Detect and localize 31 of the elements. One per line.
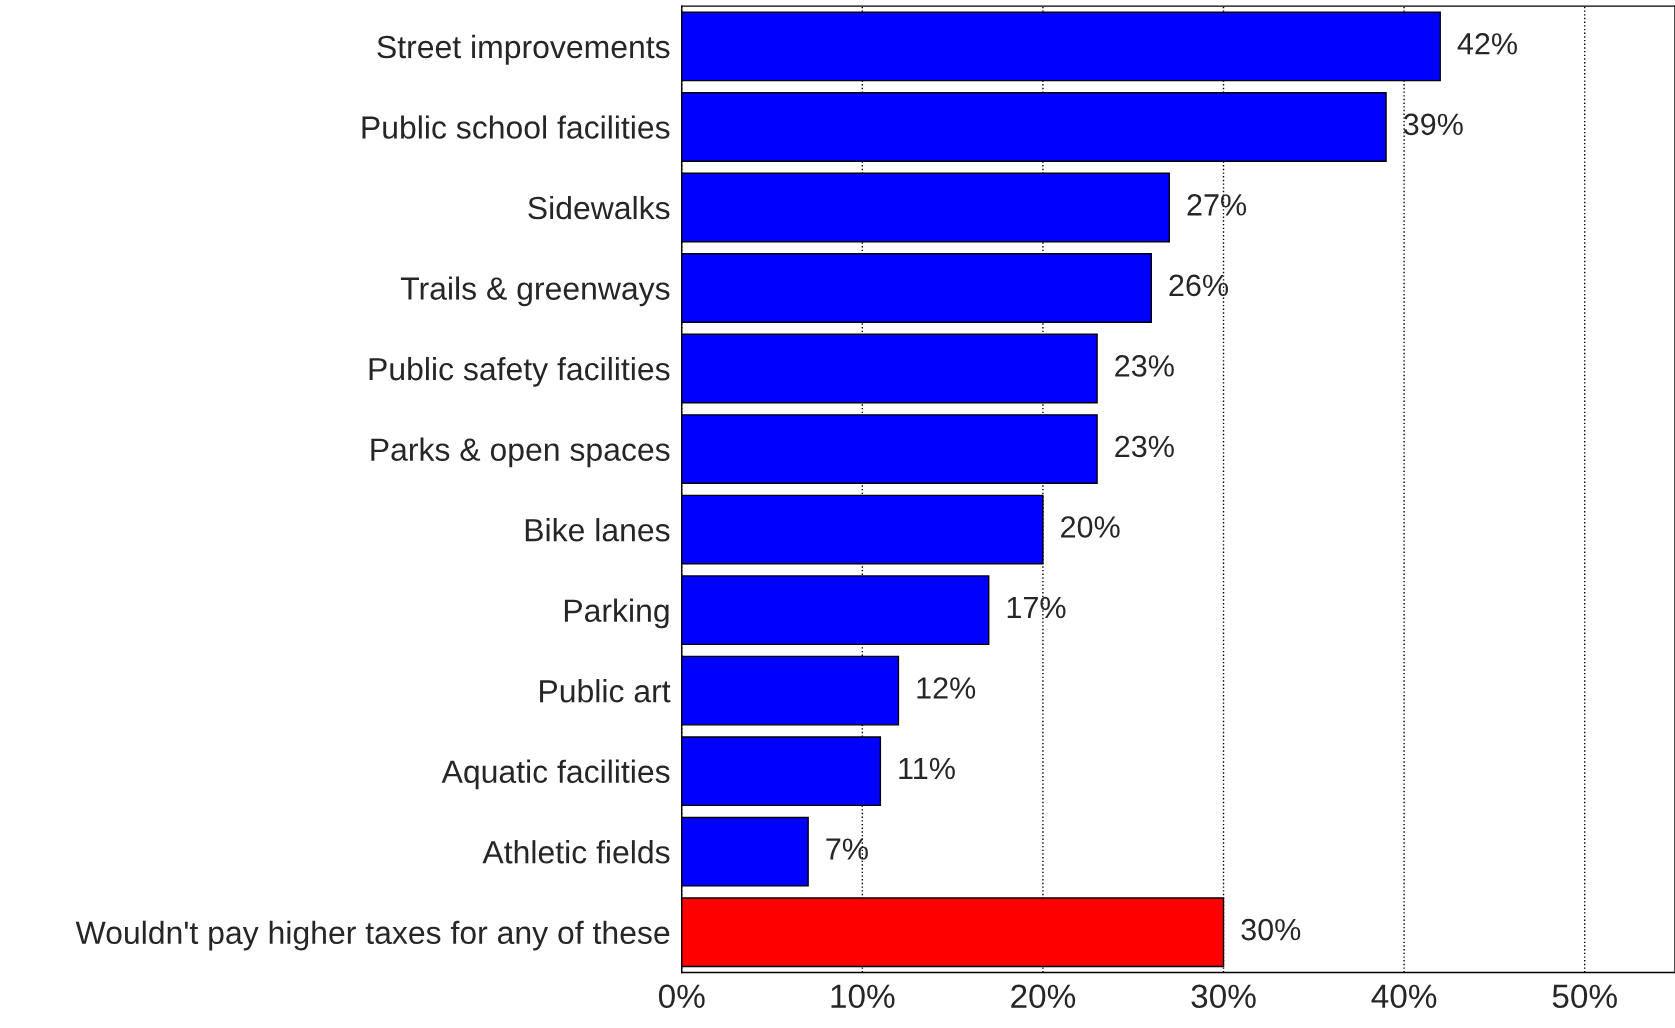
data-label: 12% <box>917 677 976 699</box>
y-tick-label: Bike lanes <box>525 518 670 542</box>
data-label: 30% <box>1241 918 1301 941</box>
data-label: 23% <box>1115 355 1174 377</box>
y-tick-label: Trails & greenways <box>400 276 670 307</box>
data-label: 7% <box>826 838 868 860</box>
data-label: 17% <box>1007 596 1066 619</box>
y-tick-label: Public school facilities <box>362 115 670 139</box>
y-tick-label: Parking <box>564 598 669 629</box>
x-tick-label: 10% <box>831 984 895 1009</box>
y-tick-label: Wouldn't pay higher taxes for any of these <box>75 920 670 951</box>
data-label: 20% <box>1061 516 1120 538</box>
x-tick-label: 0% <box>658 984 705 1009</box>
y-tick-label: Sidewalks <box>528 195 670 220</box>
y-tick-label: Street improvements <box>377 34 670 65</box>
x-tick-label: 50% <box>1552 984 1617 1009</box>
data-label: 26% <box>1169 274 1229 297</box>
y-tick-label: Public art <box>540 679 671 703</box>
data-label: 39% <box>1403 113 1463 136</box>
y-tick-label: Public safety facilities <box>369 356 670 387</box>
x-tick-label: 30% <box>1191 984 1256 1009</box>
x-tick-label: 20% <box>1011 984 1076 1009</box>
bar <box>681 816 809 887</box>
data-label: 11% <box>899 757 955 780</box>
data-label: 42% <box>1457 33 1517 55</box>
y-tick-label: Parks & open spaces <box>371 437 670 468</box>
y-tick-label: Aquatic facilities <box>441 759 670 790</box>
x-tick-label: 40% <box>1371 984 1437 1009</box>
y-tick-label: Athletic fields <box>482 840 670 864</box>
data-label: 27% <box>1187 194 1247 216</box>
data-label: 23% <box>1115 435 1174 458</box>
